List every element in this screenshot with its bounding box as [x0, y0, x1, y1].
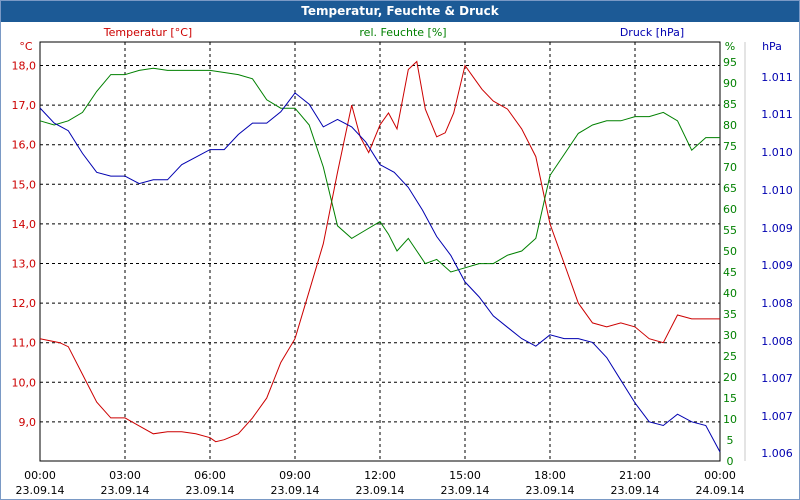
humidity-tick-label: 45 [723, 266, 737, 279]
humidity-tick-label: 65 [723, 182, 737, 195]
humidity-tick-label: 40 [723, 287, 737, 300]
humidity-line [39, 67, 720, 273]
pressure-tick-label: 1.008 [761, 335, 793, 348]
temperature-tick-label: 18,0 [12, 60, 37, 73]
pressure-tick-label: 1.007 [761, 372, 793, 385]
legend-entry: Druck [hPa] [620, 26, 684, 39]
humidity-tick-label: 60 [723, 203, 737, 216]
pressure-line [39, 92, 721, 453]
x-tick-date: 23.09.14 [526, 484, 575, 497]
temperature-unit-label: °C [19, 40, 33, 53]
temperature-tick-label: 10,0 [12, 376, 37, 389]
x-tick-date: 23.09.14 [186, 484, 235, 497]
humidity-tick-label: 10 [723, 413, 737, 426]
x-tick-date: 23.09.14 [101, 484, 150, 497]
x-tick-date: 24.09.14 [696, 484, 745, 497]
pressure-tick-label: 1.010 [761, 146, 793, 159]
x-tick-time: 03:00 [109, 469, 141, 482]
humidity-tick-label: 55 [723, 224, 737, 237]
temperature-tick-label: 9,0 [19, 416, 37, 429]
humidity-tick-label: 25 [723, 350, 737, 363]
x-tick-date: 23.09.14 [356, 484, 405, 497]
legend-entry: Temperatur [°C] [103, 26, 192, 39]
humidity-tick-label: 70 [723, 161, 737, 174]
pressure-unit-label: hPa [762, 40, 782, 53]
x-tick-time: 21:00 [619, 469, 651, 482]
humidity-tick-label: 35 [723, 308, 737, 321]
humidity-tick-label: 15 [723, 392, 737, 405]
x-tick-date: 23.09.14 [441, 484, 490, 497]
humidity-tick-label: 50 [723, 245, 737, 258]
humidity-tick-label: 20 [723, 371, 737, 384]
window-title: Temperatur, Feuchte & Druck [1, 1, 799, 22]
pressure-tick-label: 1.008 [761, 297, 793, 310]
temperature-tick-label: 14,0 [12, 218, 37, 231]
temperature-tick-label: 13,0 [12, 258, 37, 271]
humidity-tick-label: 85 [723, 98, 737, 111]
x-tick-time: 12:00 [364, 469, 396, 482]
pressure-tick-label: 1.006 [761, 447, 793, 460]
temperature-tick-label: 16,0 [12, 139, 37, 152]
temperature-tick-label: 12,0 [12, 297, 37, 310]
x-tick-time: 00:00 [24, 469, 56, 482]
pressure-tick-label: 1.010 [761, 184, 793, 197]
humidity-tick-label: 0 [727, 455, 734, 468]
x-tick-time: 00:00 [704, 469, 736, 482]
humidity-tick-label: 90 [723, 77, 737, 90]
temperature-line [39, 60, 720, 443]
humidity-unit-label: % [725, 40, 735, 53]
humidity-tick-label: 80 [723, 119, 737, 132]
pressure-tick-label: 1.009 [761, 222, 793, 235]
x-tick-time: 15:00 [449, 469, 481, 482]
humidity-tick-label: 5 [727, 434, 734, 447]
humidity-tick-label: 95 [723, 56, 737, 69]
temperature-tick-label: 11,0 [12, 337, 37, 350]
x-tick-date: 23.09.14 [16, 484, 65, 497]
temperature-tick-label: 15,0 [12, 178, 37, 191]
x-tick-date: 23.09.14 [611, 484, 660, 497]
pressure-tick-label: 1.007 [761, 410, 793, 423]
humidity-tick-label: 75 [723, 140, 737, 153]
x-tick-date: 23.09.14 [271, 484, 320, 497]
temperature-tick-label: 17,0 [12, 99, 37, 112]
legend-entry: rel. Feuchte [%] [359, 26, 446, 39]
x-tick-time: 09:00 [279, 469, 311, 482]
humidity-tick-label: 30 [723, 329, 737, 342]
pressure-tick-label: 1.011 [761, 71, 793, 84]
pressure-tick-label: 1.009 [761, 259, 793, 272]
x-tick-time: 18:00 [534, 469, 566, 482]
pressure-tick-label: 1.011 [761, 108, 793, 121]
x-tick-time: 06:00 [194, 469, 226, 482]
